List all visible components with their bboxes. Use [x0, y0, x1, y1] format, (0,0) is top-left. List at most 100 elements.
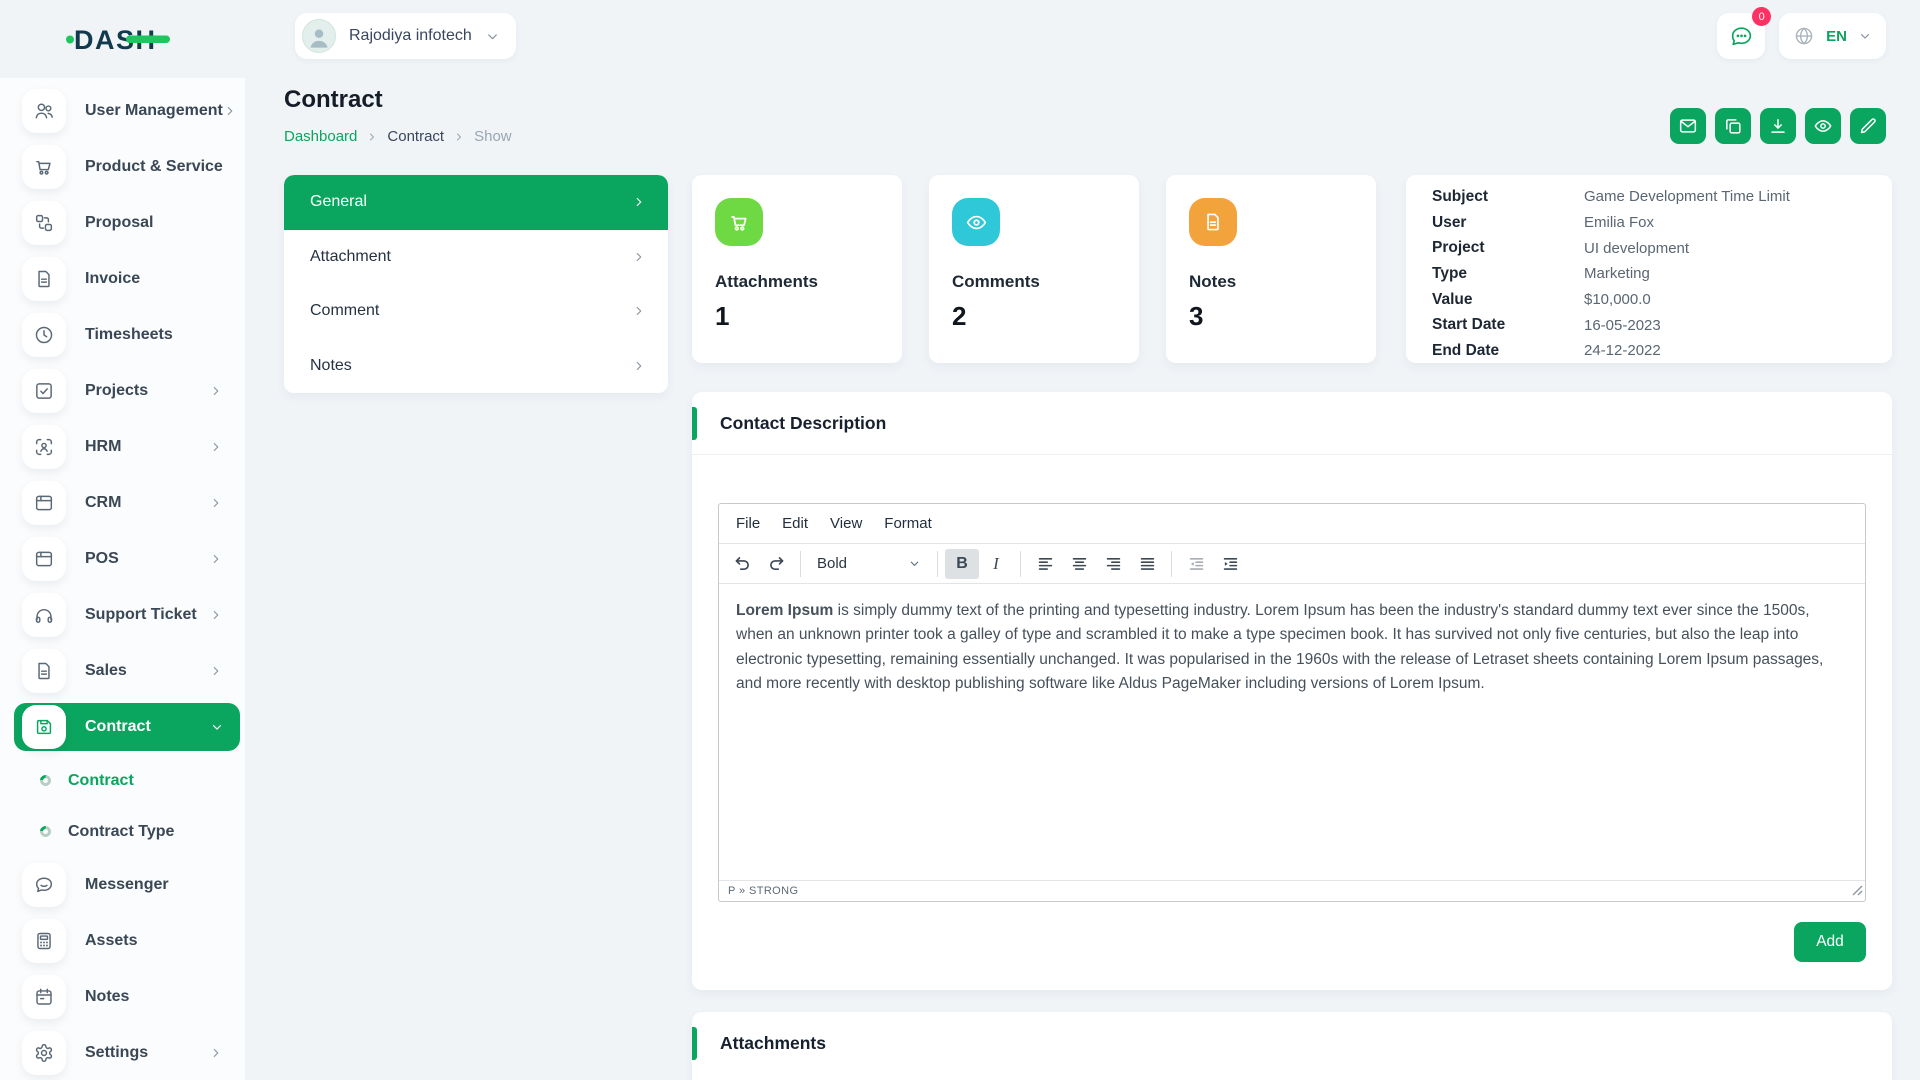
preview-button[interactable] — [1805, 108, 1841, 144]
tab-label: Attachment — [310, 247, 391, 265]
undo-button[interactable] — [725, 549, 759, 579]
element-path: P » STRONG — [728, 885, 799, 897]
sidebar-item-user-management[interactable]: User Management — [0, 83, 245, 139]
sidebar-item-product-service[interactable]: Product & Service — [0, 139, 245, 195]
detail-label: Value — [1432, 290, 1473, 308]
detail-value: Emilia Fox — [1584, 214, 1655, 232]
messenger-button[interactable]: 0 — [1717, 7, 1772, 59]
breadcrumb-show: Show — [474, 128, 512, 145]
language-selector[interactable]: EN — [1779, 13, 1886, 59]
mail-button[interactable] — [1670, 108, 1706, 144]
chevron-right-icon — [209, 664, 223, 678]
align-left-button[interactable] — [1028, 549, 1062, 579]
sidebar-item-contract-wrap: Contract — [0, 699, 245, 755]
align-center-button[interactable] — [1062, 549, 1096, 579]
editor-content-area[interactable]: Lorem Ipsum is simply dummy text of the … — [719, 585, 1865, 880]
sidebar-item-timesheets[interactable]: Timesheets — [0, 307, 245, 363]
sidebar-item-pos[interactable]: POS — [0, 531, 245, 587]
menu-view[interactable]: View — [830, 515, 863, 532]
sidebar-subitem-contract[interactable]: Contract — [0, 755, 245, 806]
bold-button[interactable]: B — [945, 548, 979, 579]
breadcrumb-contract[interactable]: Contract — [387, 128, 445, 145]
align-left-icon — [1038, 558, 1052, 570]
detail-row-value: Value $10,000.0 — [1432, 287, 1866, 313]
stat-value: 3 — [1189, 301, 1204, 331]
justify-icon — [1140, 558, 1154, 570]
stat-card-attachments: Attachments 1 — [692, 175, 902, 363]
accent-bar — [692, 407, 697, 440]
save-icon — [22, 705, 66, 749]
mail-icon — [1679, 119, 1697, 133]
menu-format[interactable]: Format — [884, 515, 932, 532]
header-actions — [1670, 108, 1886, 144]
detail-value: $10,000.0 — [1584, 291, 1651, 309]
resize-handle-icon[interactable] — [1852, 885, 1863, 899]
sidebar-item-invoice[interactable]: Invoice — [0, 251, 245, 307]
card-header: Contact Description — [692, 392, 1892, 455]
chevron-right-icon — [632, 195, 646, 209]
menu-file[interactable]: File — [736, 515, 761, 532]
toolbar-separator — [1171, 550, 1172, 577]
chevron-down-icon — [487, 33, 497, 39]
card-title: Attachments — [720, 1033, 826, 1053]
sidebar-item-hrm[interactable]: HRM — [0, 419, 245, 475]
undo-icon — [735, 557, 749, 571]
sidebar-subitem-label: Contract Type — [68, 822, 175, 840]
justify-button[interactable] — [1130, 549, 1164, 579]
sidebar-item-settings[interactable]: Settings — [0, 1025, 245, 1080]
sidebar-item-notes[interactable]: Notes — [0, 969, 245, 1025]
detail-value: UI development — [1584, 239, 1690, 257]
sidebar-item-label: User Management — [85, 102, 223, 119]
detail-value: Marketing — [1584, 265, 1650, 283]
eye-icon — [952, 198, 1000, 246]
detail-row-user: User Emilia Fox — [1432, 210, 1866, 236]
redo-button[interactable] — [759, 549, 793, 579]
tab-notes[interactable]: Notes — [284, 339, 668, 394]
topbar: DASH Rajodiya infotech 0 — [0, 0, 1920, 78]
stat-label: Attachments — [715, 272, 818, 291]
sidebar-item-label: POS — [85, 550, 119, 567]
sidebar-item-proposal[interactable]: Proposal — [0, 195, 245, 251]
company-switcher[interactable]: Rajodiya infotech — [295, 13, 516, 59]
accent-bar — [692, 1027, 697, 1060]
sidebar-item-crm[interactable]: CRM — [0, 475, 245, 531]
tab-label: General — [310, 193, 367, 211]
sidebar-item-label: Projects — [85, 382, 149, 399]
detail-label: Project — [1432, 239, 1485, 257]
sidebar-item-projects[interactable]: Projects — [0, 363, 245, 419]
sidebar-item-label: Invoice — [85, 270, 141, 287]
app-window-icon — [22, 481, 66, 525]
download-icon — [1771, 119, 1785, 133]
detail-row-end-date: End Date 24-12-2022 — [1432, 338, 1866, 364]
sidebar-item-support-ticket[interactable]: Support Ticket — [0, 587, 245, 643]
tab-attachment[interactable]: Attachment — [284, 230, 668, 285]
sidebar-item-sales[interactable]: Sales — [0, 643, 245, 699]
format-dropdown[interactable]: Bold — [808, 549, 930, 579]
workflow-icon — [22, 201, 66, 245]
indent-button[interactable] — [1213, 549, 1247, 579]
download-button[interactable] — [1760, 108, 1796, 144]
sidebar-item-contract[interactable]: Contract — [14, 703, 240, 751]
topbar-right: 0 EN — [1717, 7, 1886, 59]
sidebar-item-assets[interactable]: Assets — [0, 913, 245, 969]
outdent-button[interactable] — [1179, 549, 1213, 579]
chat-badge: 0 — [1752, 7, 1772, 26]
italic-button[interactable]: I — [979, 549, 1013, 579]
card-header: Attachments — [692, 1012, 1892, 1075]
breadcrumb-dashboard[interactable]: Dashboard — [284, 128, 358, 145]
calculator-icon — [22, 919, 66, 963]
chevron-right-icon — [209, 496, 223, 510]
align-right-button[interactable] — [1096, 549, 1130, 579]
chevron-right-icon — [632, 250, 646, 264]
tab-general[interactable]: General — [284, 175, 668, 230]
detail-row-start-date: Start Date 16-05-2023 — [1432, 312, 1866, 338]
sidebar-item-messenger[interactable]: Messenger — [0, 857, 245, 913]
copy-icon — [1726, 119, 1741, 134]
sidebar-subitem-contract-type[interactable]: Contract Type — [0, 806, 245, 857]
tab-comment[interactable]: Comment — [284, 284, 668, 339]
duplicate-button[interactable] — [1715, 108, 1751, 144]
edit-button[interactable] — [1850, 108, 1886, 144]
menu-edit[interactable]: Edit — [782, 515, 809, 532]
add-button[interactable]: Add — [1794, 922, 1866, 962]
content-body-text: is simply dummy text of the printing and… — [736, 602, 1824, 693]
